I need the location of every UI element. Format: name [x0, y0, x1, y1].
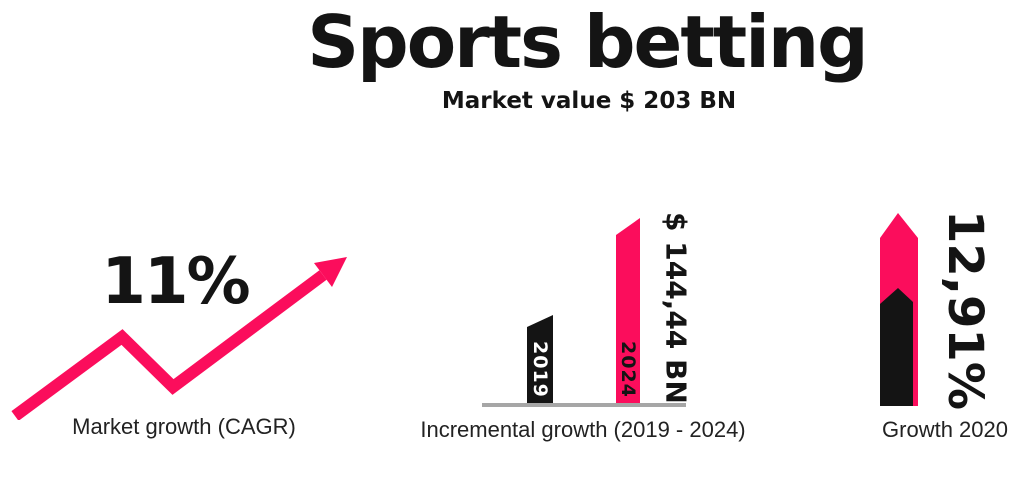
- page-subtitle: Market value $ 203 BN: [441, 88, 737, 114]
- bar-2024-year-text: 2024: [617, 341, 639, 398]
- bar-2024-year-tag: 2024: [616, 318, 640, 398]
- growth-2020-value-box: 12,91%: [930, 210, 1000, 410]
- bar-2019: [527, 315, 553, 403]
- incremental-growth-label: Incremental growth (2019 - 2024): [420, 417, 746, 442]
- up-arrow-bar-icon: [880, 213, 918, 406]
- bar-2024: [616, 218, 640, 403]
- incremental-growth-value-box: $ 144,44 BN: [652, 212, 700, 404]
- incremental-growth-value: $ 144,44 BN: [659, 212, 693, 404]
- zigzag-up-arrow-icon: [11, 257, 347, 420]
- market-growth-value: 11%: [101, 245, 250, 319]
- bar-2019-year-tag: 2019: [527, 318, 553, 398]
- zigzag-arrowhead: [314, 257, 347, 287]
- zigzag-line: [11, 270, 327, 420]
- market-growth-label: Market growth (CAGR): [72, 414, 296, 439]
- bar-2019-year-text: 2019: [529, 341, 551, 398]
- growth-2020-label: Growth 2020: [882, 417, 1008, 442]
- growth-2020-value: 12,91%: [937, 210, 993, 410]
- chart-baseline: [482, 403, 686, 407]
- incremental-growth-chart: [482, 218, 686, 407]
- page-title: Sports betting: [307, 0, 868, 84]
- growth-arrow-black-segment: [880, 288, 913, 406]
